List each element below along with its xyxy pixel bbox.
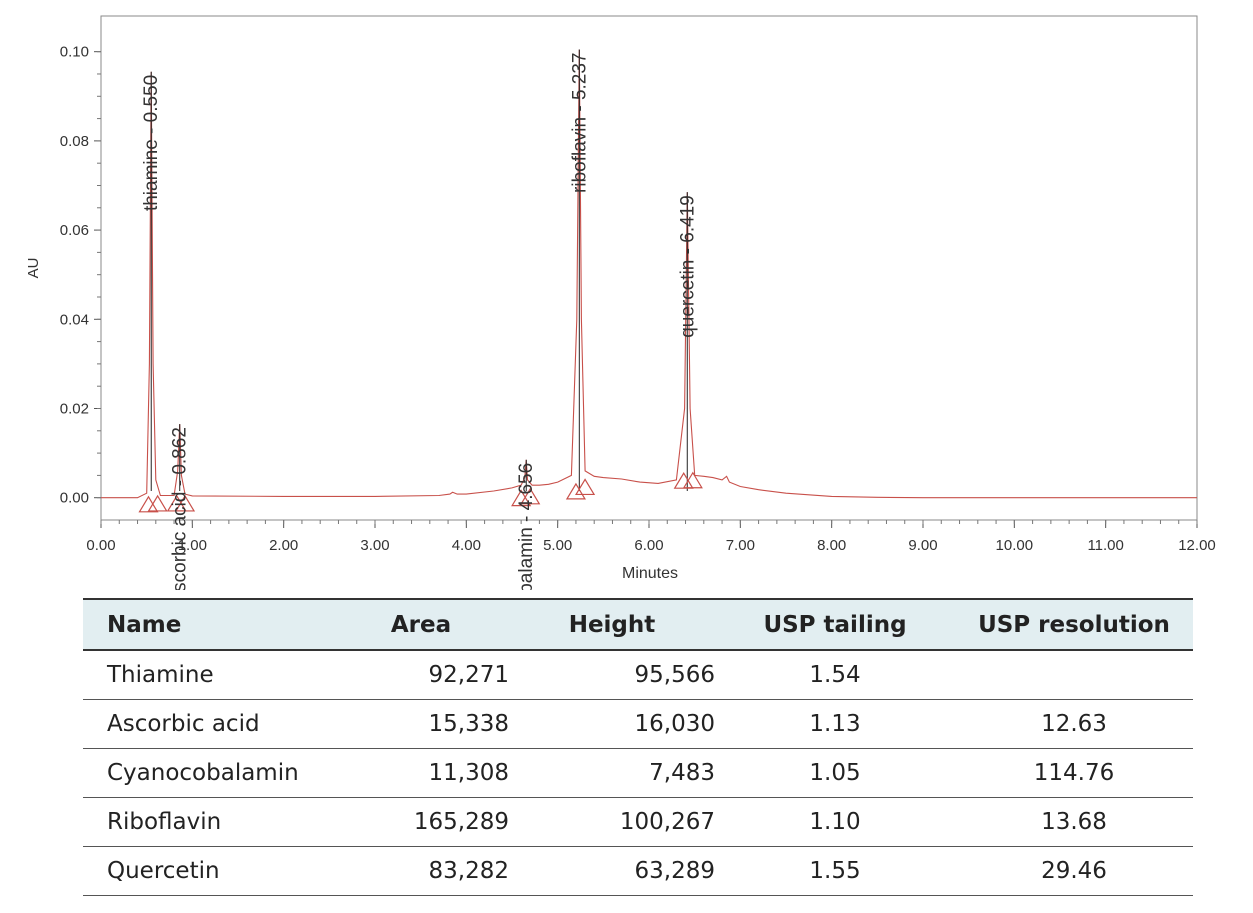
x-tick-label: 10.00 — [996, 537, 1034, 554]
y-tick-label: 0.06 — [60, 222, 89, 239]
x-tick-label: 8.00 — [817, 537, 846, 554]
cell-name: Ascorbic acid — [83, 699, 333, 749]
cell-usp-tailing: 1.05 — [715, 748, 955, 798]
y-tick-label: 0.02 — [60, 400, 89, 417]
baseline-marker — [174, 494, 196, 512]
table-header-row: Name Area Height USP tailing USP resolut… — [83, 598, 1193, 651]
cell-area: 83,282 — [333, 846, 509, 896]
peak-apex-lines — [150, 49, 688, 492]
column-header-usp-tailing: USP tailing — [715, 598, 955, 651]
table-row: Cyanocobalamin 11,308 7,483 1.05 114.76 — [83, 748, 1193, 798]
baseline-marker — [565, 482, 586, 500]
x-tick-label: 1.00 — [178, 537, 207, 554]
baseline-marker — [147, 494, 168, 512]
column-header-name: Name — [83, 598, 333, 651]
x-tick-label: 7.00 — [726, 537, 755, 554]
table-row: Thiamine 92,271 95,566 1.54 — [83, 650, 1193, 700]
x-tick-label: 5.00 — [543, 537, 572, 554]
cell-usp-resolution: 12.63 — [955, 699, 1193, 749]
cell-usp-tailing: 1.55 — [715, 846, 955, 896]
cell-usp-resolution: 29.46 — [955, 846, 1193, 896]
chromatogram: 0.00 0.02 0.04 0.06 0.08 0.10 0.00 1.00 2.00 3.0… — [25, 15, 1216, 591]
x-tick-label: 2.00 — [269, 537, 298, 554]
x-tick-label: 9.00 — [908, 537, 937, 554]
cell-height: 95,566 — [509, 650, 715, 700]
x-tick-label: 4.00 — [452, 537, 481, 554]
table-row: Riboflavin 165,289 100,267 1.10 13.68 — [83, 797, 1193, 847]
cell-usp-tailing: 1.10 — [715, 797, 955, 847]
peak-label: thiamine - 0.550 — [141, 75, 162, 211]
baseline-marker — [138, 495, 159, 513]
plot-frame — [100, 15, 1198, 521]
peak-label: quercetin - 6.419 — [677, 195, 698, 338]
x-axis-ticks: 0.00 1.00 2.00 3.00 4.00 5.00 6.00 7.00 8.00 9.00… — [86, 520, 1216, 554]
cell-usp-resolution: 114.76 — [955, 748, 1193, 798]
y-tick-label: 0.10 — [60, 44, 89, 61]
baseline-markers — [138, 471, 703, 513]
peak-labels: thiamine - 0.550 ascorbic acid - 0.862 cya… — [141, 53, 698, 591]
cell-area: 165,289 — [333, 797, 509, 847]
cell-height: 63,289 — [509, 846, 715, 896]
baseline-marker — [520, 487, 541, 505]
peak-label: riboflavin - 5.237 — [569, 53, 590, 193]
table-row: Ascorbic acid 15,338 16,030 1.13 12.63 — [83, 699, 1193, 749]
cell-height: 7,483 — [509, 748, 715, 798]
cell-height: 100,267 — [509, 797, 715, 847]
cell-area: 15,338 — [333, 699, 509, 749]
baseline-marker — [682, 471, 703, 489]
x-tick-label: 3.00 — [360, 537, 389, 554]
y-axis-title: AU — [25, 258, 42, 279]
chromatogram-trace — [101, 49, 1197, 499]
cell-usp-tailing: 1.54 — [715, 650, 955, 700]
y-tick-label: 0.00 — [60, 490, 89, 507]
cell-usp-resolution: 13.68 — [955, 797, 1193, 847]
x-axis-title: Minutes — [622, 565, 678, 582]
column-header-usp-resolution: USP resolution — [955, 598, 1193, 651]
cell-area: 11,308 — [333, 748, 509, 798]
x-tick-label: 11.00 — [1087, 537, 1123, 554]
cell-height: 16,030 — [509, 699, 715, 749]
x-tick-label: 6.00 — [634, 537, 663, 554]
cell-name: Quercetin — [83, 846, 333, 896]
baseline-marker — [575, 478, 596, 496]
table-row: Quercetin 83,282 63,289 1.55 29.46 — [83, 846, 1193, 896]
column-header-height: Height — [509, 598, 715, 651]
cell-name: Cyanocobalamin — [83, 748, 333, 798]
cell-name: Riboflavin — [83, 797, 333, 847]
cell-usp-resolution — [955, 650, 1193, 700]
y-tick-label: 0.04 — [60, 311, 89, 328]
baseline-marker — [511, 489, 532, 507]
results-table: Name Area Height USP tailing USP resolut… — [83, 598, 1193, 896]
peak-label: ascorbic acid - 0.862 — [170, 427, 191, 590]
cell-area: 92,271 — [333, 650, 509, 700]
y-axis-ticks: 0.00 0.02 0.04 0.06 0.08 0.10 — [60, 44, 101, 507]
cell-usp-tailing: 1.13 — [715, 699, 955, 749]
x-tick-label: 0.00 — [86, 537, 115, 554]
cell-name: Thiamine — [83, 650, 333, 700]
y-tick-label: 0.08 — [60, 133, 89, 150]
column-header-area: Area — [333, 598, 509, 651]
x-tick-label: 12.00 — [1178, 537, 1216, 554]
peak-label: cyanocobalamin - 4.656 — [516, 463, 537, 590]
